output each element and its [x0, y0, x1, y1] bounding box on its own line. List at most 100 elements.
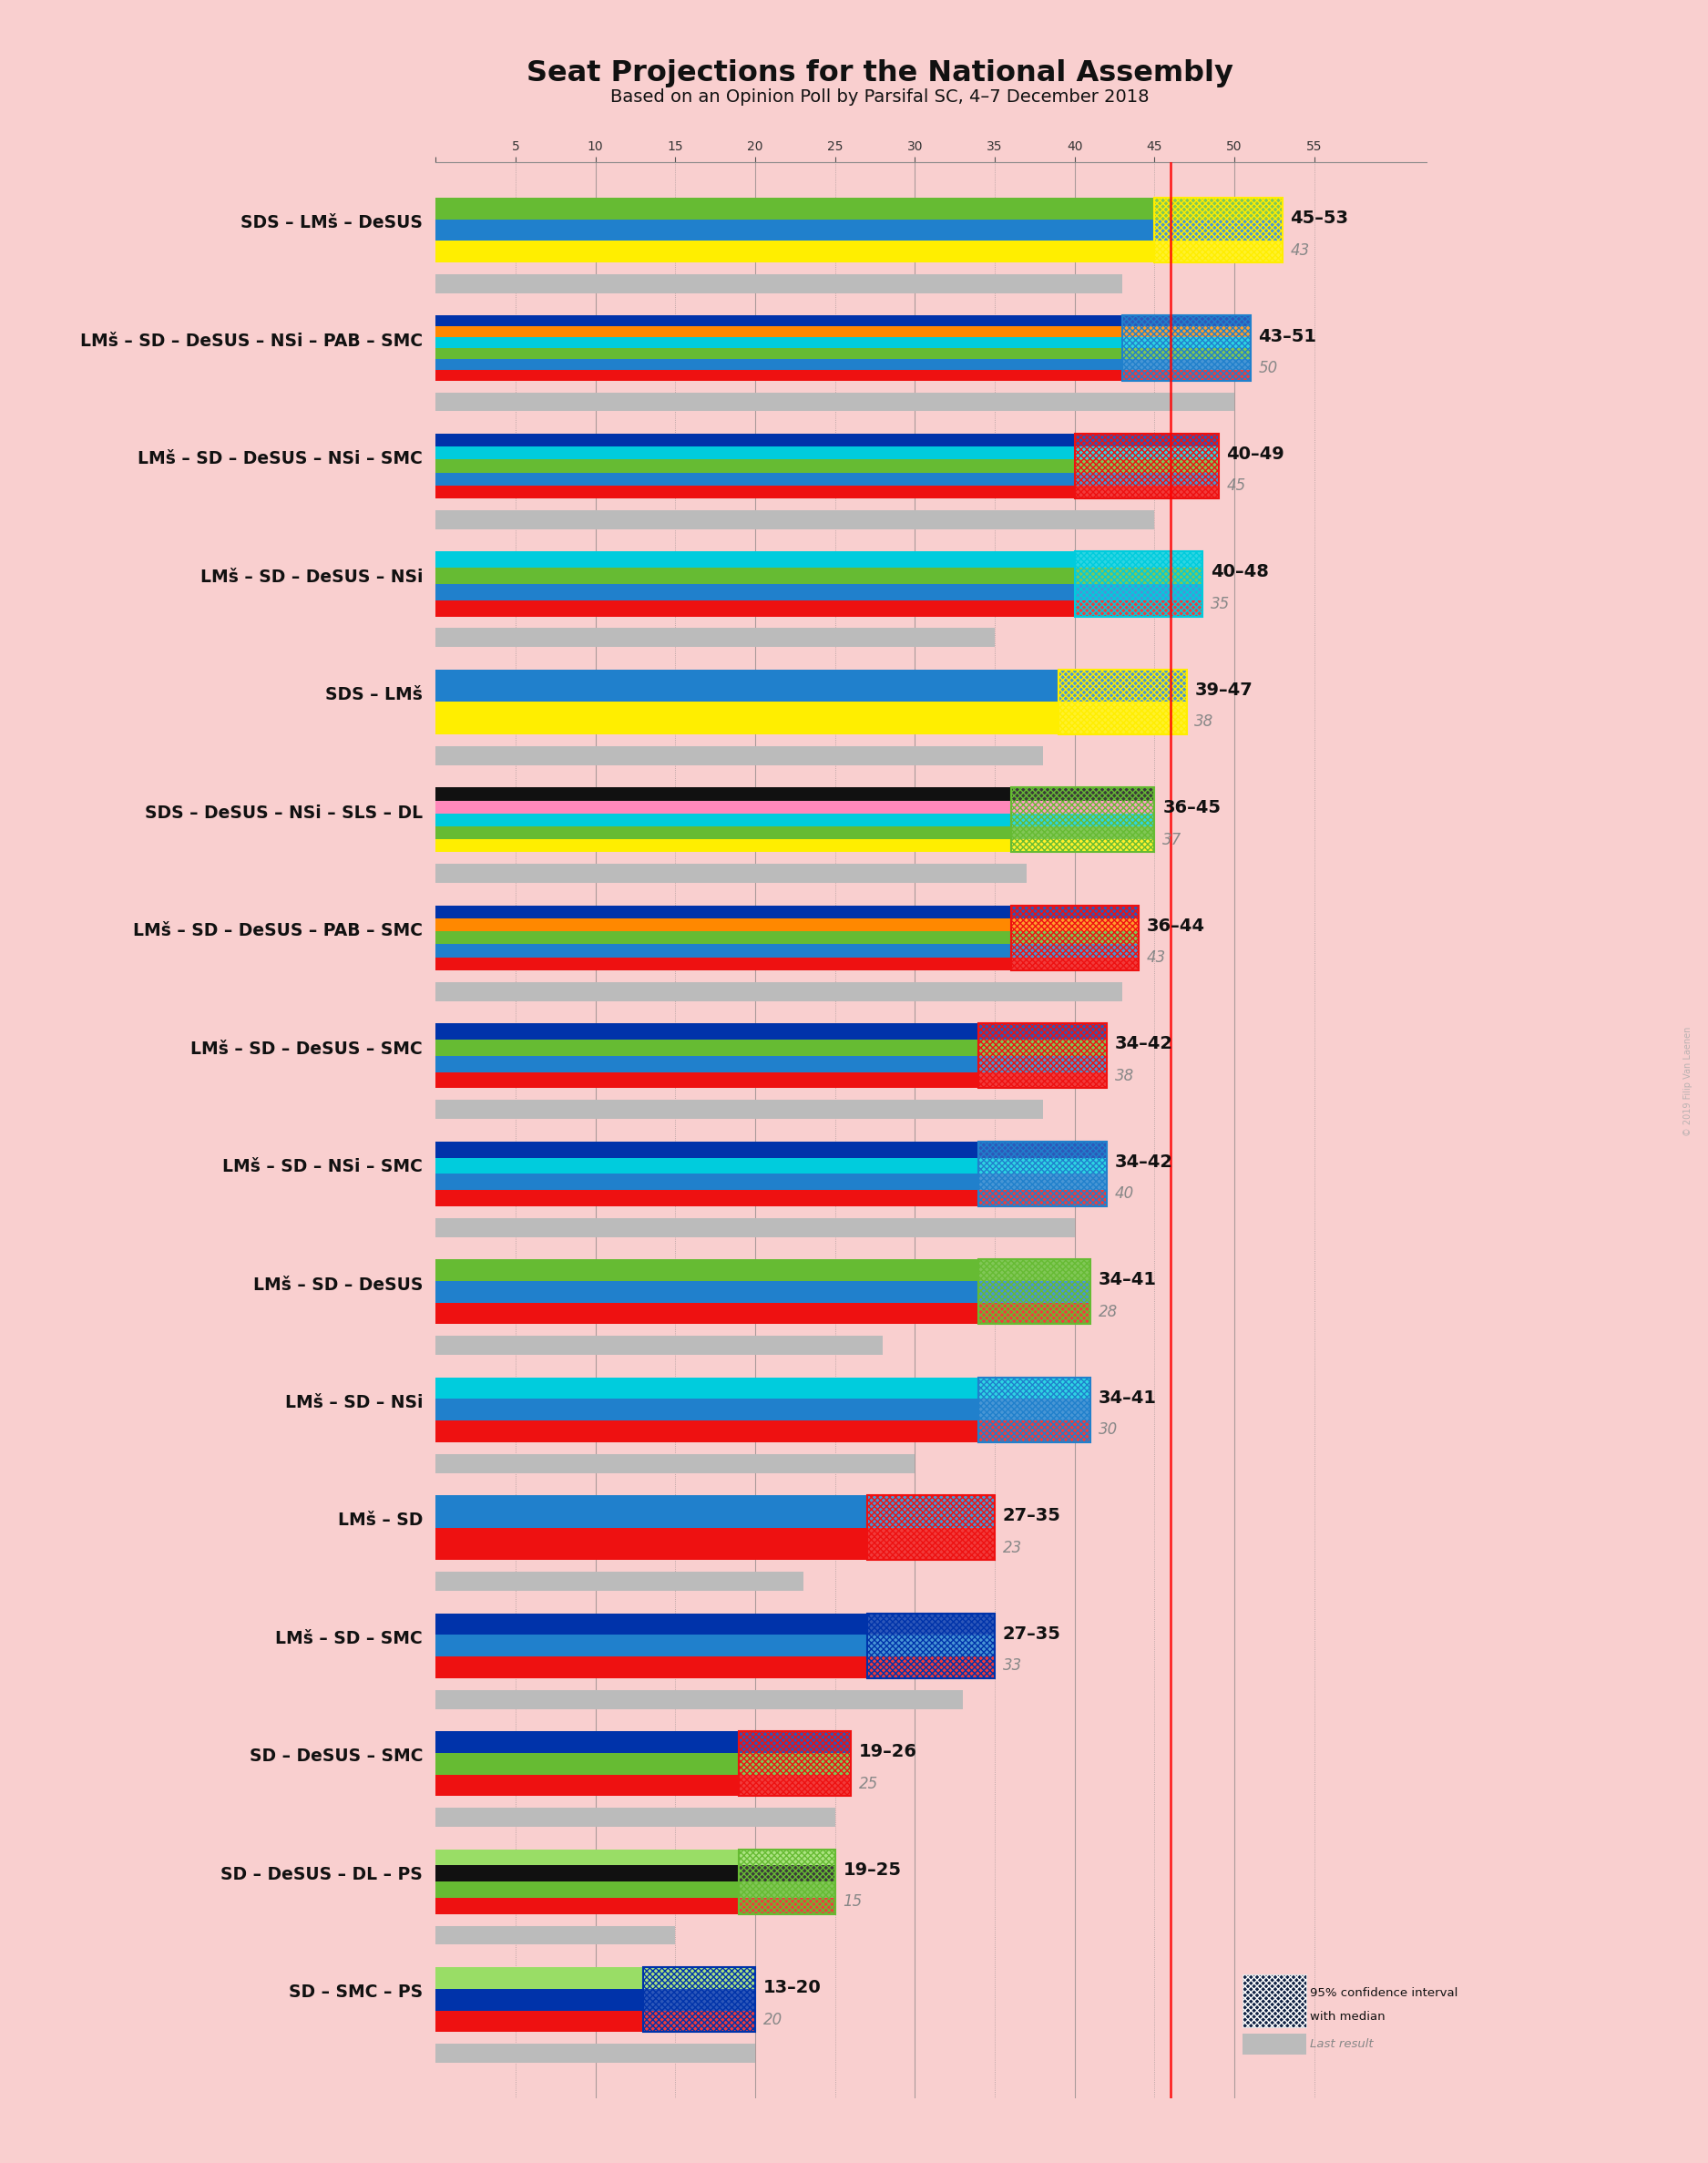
- Text: 45–53: 45–53: [1290, 210, 1349, 227]
- Bar: [1242, 1975, 1307, 2027]
- Bar: [1011, 787, 1155, 852]
- Text: 20: 20: [763, 2012, 782, 2029]
- Text: 43: 43: [1290, 242, 1310, 257]
- Text: 39–47: 39–47: [1194, 681, 1252, 699]
- Bar: [436, 1142, 1107, 1157]
- Bar: [436, 275, 1122, 294]
- Bar: [436, 1752, 851, 1774]
- Text: © 2019 Filip Van Laenen: © 2019 Filip Van Laenen: [1682, 1027, 1693, 1136]
- Bar: [1155, 197, 1283, 262]
- Bar: [436, 906, 1139, 919]
- Text: 13–20: 13–20: [763, 1979, 822, 1996]
- Bar: [436, 1056, 1107, 1073]
- Bar: [868, 1495, 994, 1560]
- Text: 43: 43: [1146, 950, 1167, 967]
- Bar: [868, 1614, 994, 1678]
- Bar: [436, 1023, 1107, 1040]
- Text: 36–44: 36–44: [1146, 917, 1204, 934]
- Bar: [740, 1849, 835, 1914]
- Text: 34–41: 34–41: [1098, 1272, 1156, 1289]
- Bar: [979, 1378, 1091, 1443]
- Text: 34–42: 34–42: [1115, 1036, 1173, 1053]
- Bar: [436, 1454, 915, 1473]
- Bar: [436, 1337, 883, 1354]
- Bar: [436, 1218, 1074, 1237]
- Bar: [436, 1040, 1107, 1056]
- Text: 38: 38: [1115, 1069, 1134, 1084]
- Bar: [436, 1849, 835, 1865]
- Bar: [436, 932, 1139, 945]
- Bar: [436, 485, 1218, 497]
- Text: 23: 23: [1003, 1540, 1021, 1555]
- Bar: [436, 1399, 1091, 1421]
- Text: SDS – LMš – DeSUS: SDS – LMš – DeSUS: [241, 214, 424, 231]
- Bar: [740, 1730, 851, 1795]
- Bar: [436, 2009, 755, 2031]
- Bar: [436, 2044, 755, 2064]
- Text: LMš – SD – DeSUS – SMC: LMš – SD – DeSUS – SMC: [191, 1040, 424, 1058]
- Text: LMš – SD – DeSUS – NSi: LMš – SD – DeSUS – NSi: [200, 569, 424, 586]
- Bar: [979, 1142, 1107, 1207]
- Text: 95% confidence interval: 95% confidence interval: [1310, 1988, 1457, 1999]
- Bar: [1011, 787, 1155, 852]
- Bar: [1074, 552, 1202, 616]
- Bar: [436, 945, 1139, 958]
- Bar: [436, 446, 1218, 459]
- Text: LMš – SD – NSi – SMC: LMš – SD – NSi – SMC: [222, 1157, 424, 1175]
- Bar: [740, 1730, 851, 1795]
- Bar: [979, 1142, 1107, 1207]
- Bar: [436, 703, 1187, 735]
- Bar: [436, 1101, 1042, 1118]
- Bar: [1011, 906, 1139, 971]
- Text: LMš – SD – SMC: LMš – SD – SMC: [275, 1631, 424, 1648]
- Bar: [1059, 671, 1187, 735]
- Bar: [1074, 433, 1218, 497]
- Text: 35: 35: [1211, 595, 1230, 612]
- Text: 28: 28: [1098, 1304, 1119, 1319]
- Bar: [1059, 671, 1187, 735]
- Text: SDS – DeSUS – NSi – SLS – DL: SDS – DeSUS – NSi – SLS – DL: [145, 805, 424, 822]
- Bar: [1074, 552, 1202, 616]
- Bar: [436, 865, 1027, 883]
- Text: 34–41: 34–41: [1098, 1389, 1156, 1406]
- Bar: [436, 433, 1218, 446]
- Bar: [436, 337, 1250, 348]
- Text: 34–42: 34–42: [1115, 1153, 1173, 1170]
- Bar: [436, 359, 1250, 370]
- Text: 45: 45: [1226, 478, 1245, 495]
- Bar: [1122, 316, 1250, 381]
- Text: Based on an Opinion Poll by Parsifal SC, 4–7 December 2018: Based on an Opinion Poll by Parsifal SC,…: [610, 89, 1149, 106]
- Bar: [436, 1966, 755, 1988]
- Bar: [436, 1689, 963, 1709]
- Text: SD – DeSUS – DL – PS: SD – DeSUS – DL – PS: [220, 1867, 424, 1884]
- Text: 36–45: 36–45: [1163, 800, 1221, 818]
- Bar: [436, 1657, 994, 1678]
- Bar: [1011, 787, 1155, 852]
- Bar: [436, 327, 1250, 337]
- Text: Last result: Last result: [1310, 2038, 1373, 2051]
- Bar: [1074, 433, 1218, 497]
- Bar: [436, 599, 1202, 616]
- Bar: [436, 1302, 1091, 1324]
- Bar: [740, 1849, 835, 1914]
- Bar: [979, 1259, 1091, 1324]
- Bar: [644, 1966, 755, 2031]
- Bar: [1122, 316, 1250, 381]
- Bar: [436, 472, 1218, 485]
- Bar: [1122, 316, 1250, 381]
- Text: SD – DeSUS – SMC: SD – DeSUS – SMC: [249, 1748, 424, 1765]
- Text: SD – SMC – PS: SD – SMC – PS: [289, 1983, 424, 2001]
- Bar: [436, 746, 1042, 766]
- Bar: [436, 1175, 1107, 1190]
- Bar: [436, 567, 1202, 584]
- Bar: [436, 1635, 994, 1657]
- Bar: [436, 1925, 675, 1945]
- Text: with median: with median: [1310, 2012, 1385, 2022]
- Text: 40–48: 40–48: [1211, 565, 1269, 582]
- Bar: [979, 1378, 1091, 1443]
- Bar: [644, 1966, 755, 2031]
- Bar: [436, 1573, 803, 1590]
- Bar: [979, 1023, 1107, 1088]
- Bar: [436, 1157, 1107, 1175]
- Bar: [436, 459, 1218, 472]
